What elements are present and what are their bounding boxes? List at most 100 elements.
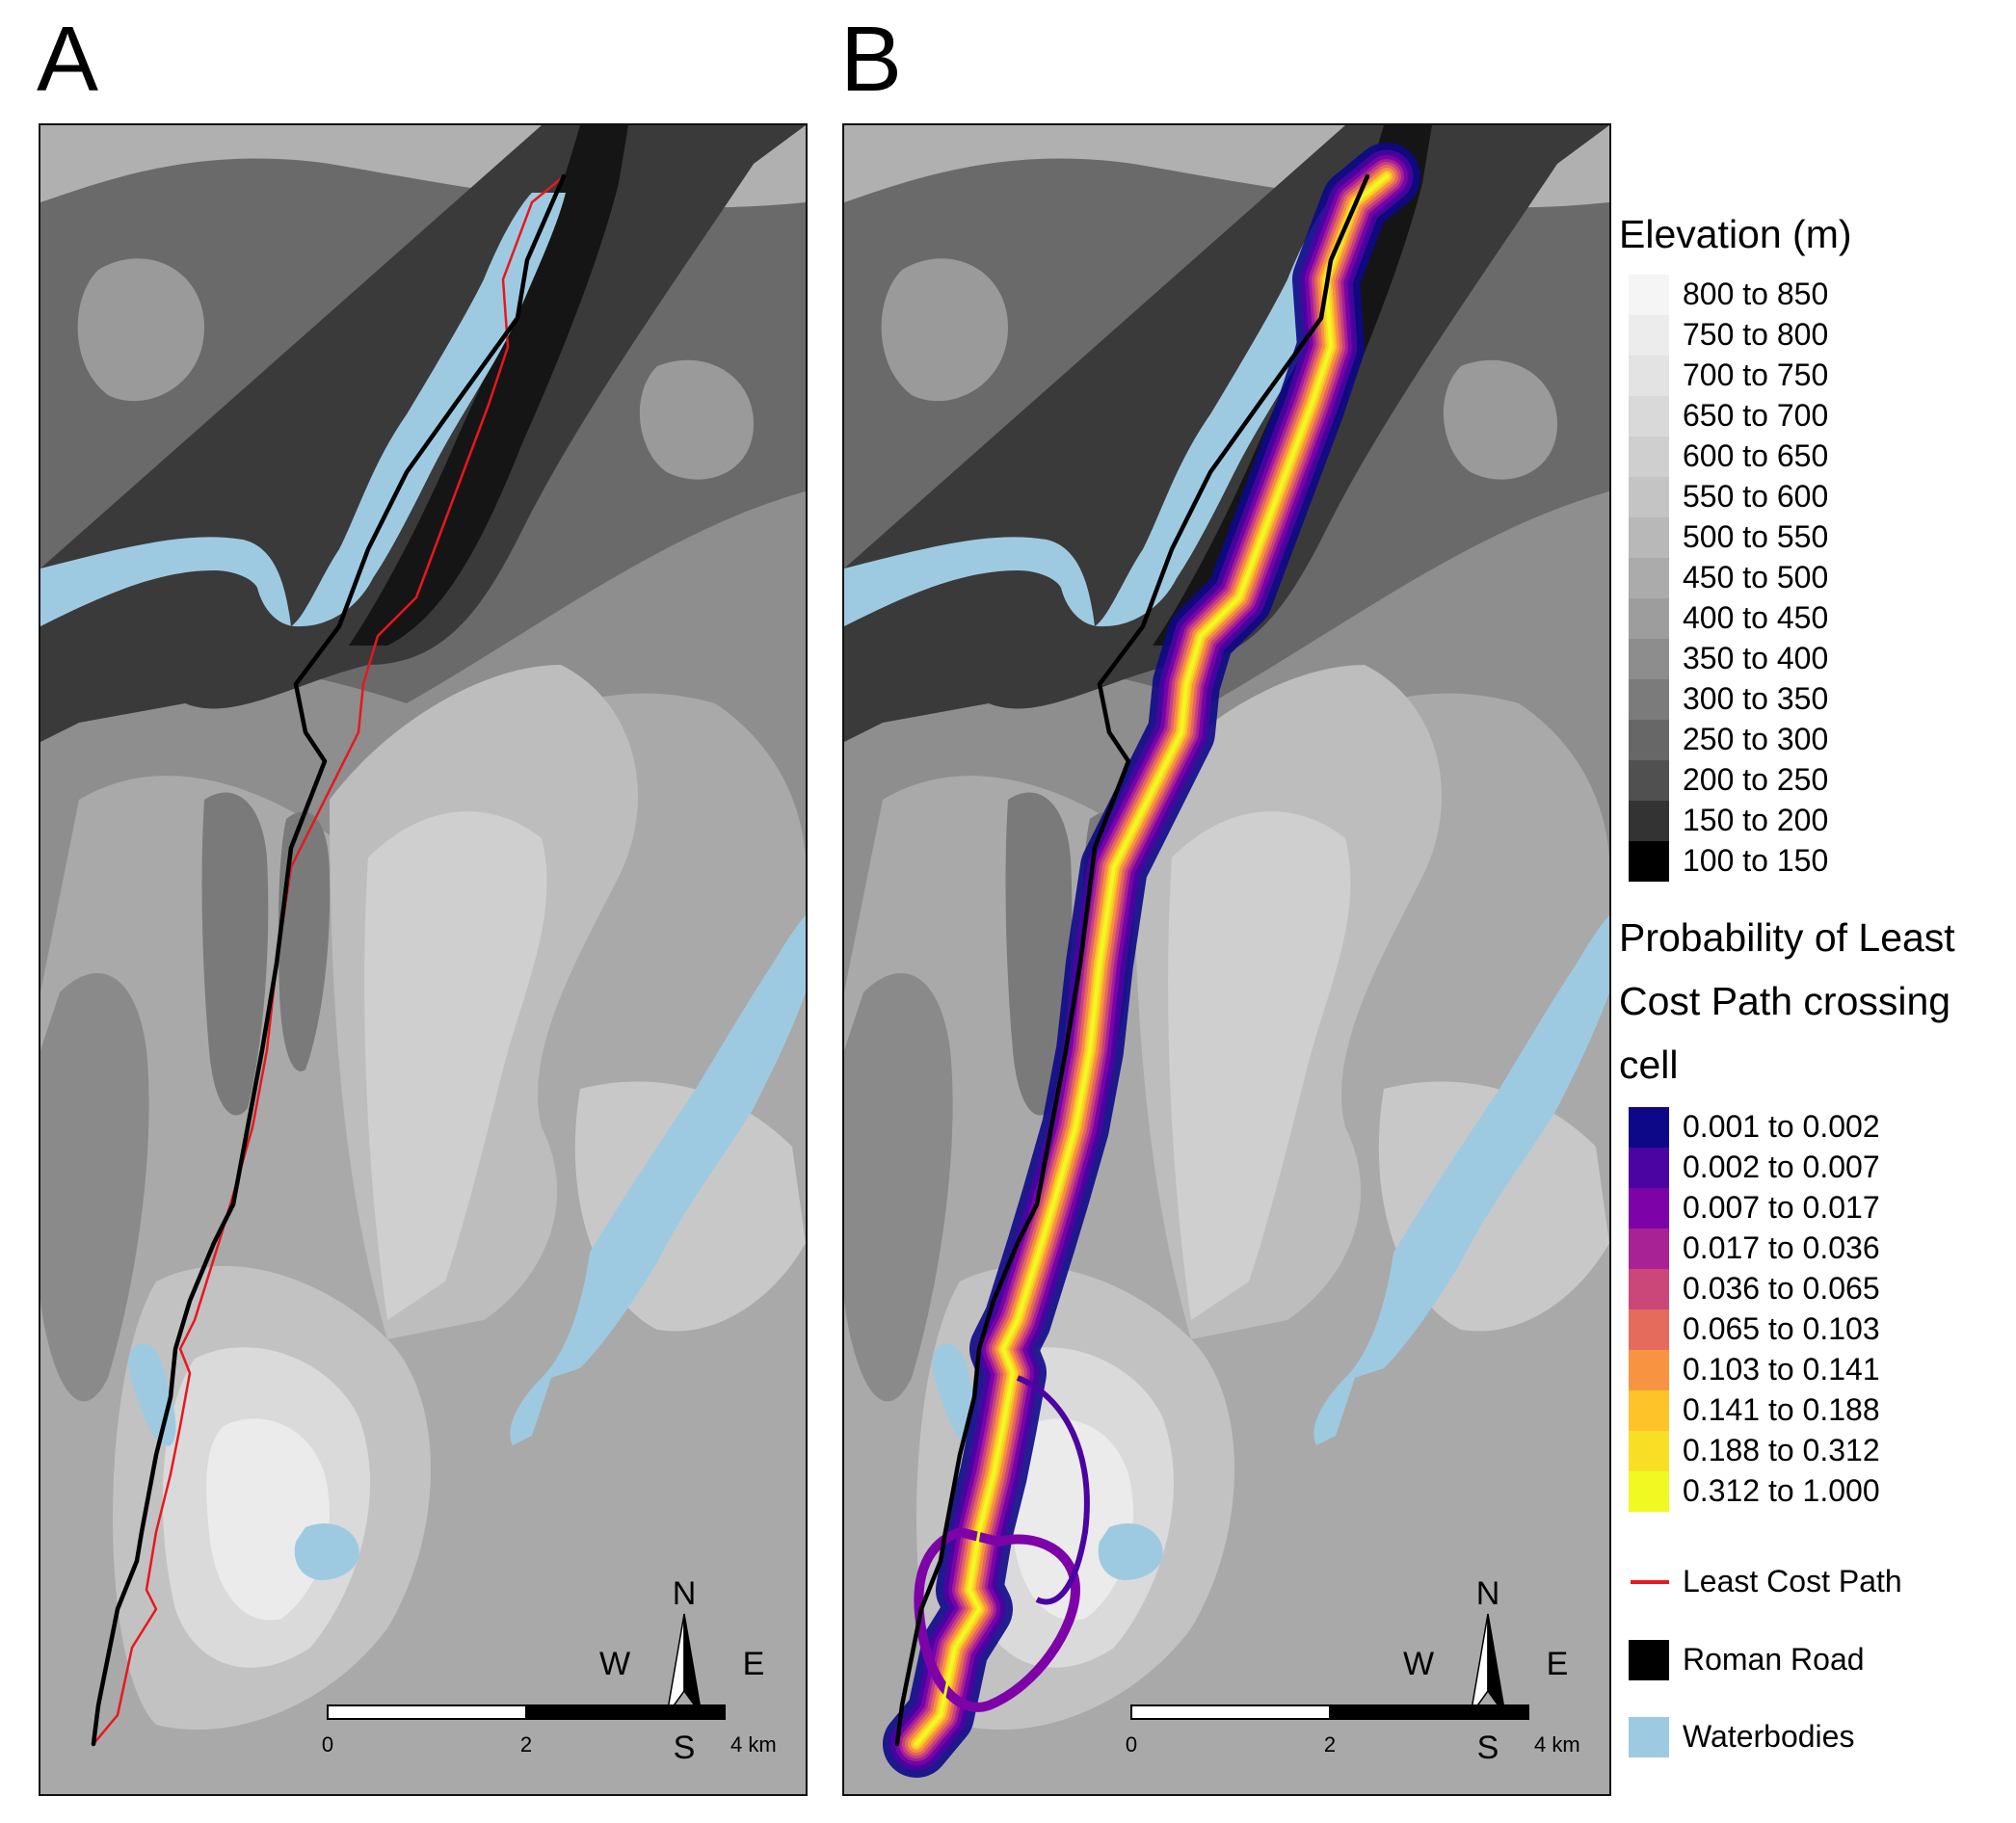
elevation-class-label: 700 to 750: [1683, 357, 1829, 392]
legend-roman-road-label: Roman Road: [1683, 1642, 1865, 1677]
scale-bar-black-segment: [1329, 1704, 1529, 1720]
elevation-zone: [40, 973, 149, 1402]
compass-n-label: N: [673, 1575, 697, 1612]
legend-least-cost-path-label: Least Cost Path: [1683, 1564, 1902, 1598]
scale-bar: 0 2 4 km: [1126, 1704, 1580, 1757]
probability-class-label: 0.002 to 0.007: [1683, 1149, 1880, 1184]
elevation-zone: [349, 125, 628, 646]
probability-class-swatch: [1629, 1107, 1669, 1148]
compass-n-label: N: [1476, 1575, 1500, 1612]
legend-waterbodies: Waterbodies: [1629, 1717, 2014, 1757]
probability-class-swatch: [1629, 1471, 1669, 1512]
elevation-class-swatch: [1629, 841, 1669, 882]
elevation-class-swatch: [1629, 315, 1669, 356]
roman-road-swatch: [1629, 1640, 1669, 1680]
legend-elevation-title: Elevation (m): [1619, 212, 1852, 256]
compass-w-label: W: [599, 1646, 630, 1682]
elevation-zone: [1168, 811, 1351, 1320]
elevation-class-label: 650 to 700: [1683, 398, 1829, 433]
probability-class-label: 0.036 to 0.065: [1683, 1271, 1880, 1306]
elevation-zone: [364, 811, 547, 1320]
legend-waterbodies-label: Waterbodies: [1683, 1719, 1855, 1754]
probability-class-swatch: [1629, 1431, 1669, 1471]
legend-probability-title-line: cell: [1619, 1043, 1679, 1087]
probability-class-swatch: [1629, 1269, 1669, 1309]
scale-bar: 0 2 4 km: [322, 1704, 777, 1757]
scale-bar-label: 4 km: [1534, 1732, 1580, 1757]
probability-class-row: 0.036 to 0.065: [1629, 1269, 2014, 1309]
elevation-class-swatch: [1629, 356, 1669, 396]
least-cost-path-swatch: [1631, 1580, 1669, 1584]
elevation-class-swatch: [1629, 760, 1669, 801]
elevation-class-row: 100 to 150: [1629, 841, 2014, 882]
waterbody: [40, 193, 566, 627]
elevation-class-swatch: [1629, 801, 1669, 841]
panel-label-b: B: [840, 8, 903, 111]
scale-bar-white-segment: [1130, 1704, 1331, 1720]
elevation-class-label: 750 to 800: [1683, 317, 1829, 352]
lcp-probability-corridor: [883, 143, 1420, 1778]
waterbody: [294, 1523, 359, 1580]
elevation-class-row: 700 to 750: [1629, 356, 2014, 396]
legend-probability-title: Probability of Least Cost Path crossing …: [1619, 906, 1955, 1096]
legend-probability-title-line: Probability of Least: [1619, 915, 1955, 960]
probability-class-label: 0.001 to 0.002: [1683, 1109, 1880, 1144]
elevation-class-label: 150 to 200: [1683, 803, 1829, 837]
elevation-class-row: 650 to 700: [1629, 396, 2014, 436]
compass-e-label: E: [1547, 1646, 1569, 1682]
probability-class-row: 0.065 to 0.103: [1629, 1309, 2014, 1350]
elevation-class-swatch: [1629, 679, 1669, 720]
probability-class-label: 0.103 to 0.141: [1683, 1352, 1880, 1387]
elevation-class-row: 400 to 450: [1629, 598, 2014, 639]
elevation-class-label: 400 to 450: [1683, 600, 1829, 635]
north-arrow: N S W E: [1403, 1575, 1568, 1766]
roman-road-line: [91, 173, 567, 1747]
probability-class-label: 0.188 to 0.312: [1683, 1433, 1880, 1467]
waterbody: [1098, 1523, 1163, 1580]
probability-class-label: 0.312 to 1.000: [1683, 1473, 1880, 1508]
map-panel-b: N S W E 0 2 4 km: [842, 123, 1611, 1796]
elevation-zone: [278, 811, 331, 1071]
map-panel-a: N S W E 0 2 4 km: [39, 123, 808, 1796]
elevation-zone: [201, 792, 269, 1116]
legend-probability-title-line: Cost Path crossing: [1619, 979, 1951, 1023]
waterbody: [1313, 915, 1609, 1445]
probability-class-swatch: [1629, 1309, 1669, 1350]
probability-core: [915, 174, 1388, 1745]
elevation-class-swatch: [1629, 558, 1669, 598]
compass-s-label: S: [1477, 1730, 1499, 1766]
probability-loop: [1016, 1375, 1090, 1605]
elevation-class-label: 450 to 500: [1683, 560, 1829, 594]
panel-label-a: A: [37, 8, 99, 111]
probability-class-swatch: [1629, 1390, 1669, 1431]
scale-bar-label: 0: [1126, 1732, 1137, 1757]
elevation-class-swatch: [1629, 517, 1669, 558]
elevation-zone: [1010, 1418, 1133, 1621]
probability-class-label: 0.065 to 0.103: [1683, 1311, 1880, 1346]
elevation-class-label: 300 to 350: [1683, 681, 1829, 716]
north-arrow-right-half: [683, 1613, 703, 1716]
probability-class-row: 0.007 to 0.017: [1629, 1188, 2014, 1229]
elevation-zone: [206, 1418, 330, 1621]
elevation-class-row: 550 to 600: [1629, 477, 2014, 517]
least-cost-path-line: [93, 175, 565, 1745]
elevation-class-row: 800 to 850: [1629, 275, 2014, 315]
probability-class-swatch: [1629, 1148, 1669, 1188]
elevation-zone: [1443, 359, 1557, 480]
probability-class-swatch: [1629, 1229, 1669, 1269]
elevation-class-row: 250 to 300: [1629, 720, 2014, 760]
probability-class-row: 0.141 to 0.188: [1629, 1390, 2014, 1431]
legend-roman-road: Roman Road: [1629, 1640, 2014, 1680]
elevation-class-swatch: [1629, 720, 1669, 760]
north-arrow: N S W E: [599, 1575, 764, 1766]
waterbodies-swatch: [1629, 1717, 1669, 1757]
probability-class-row: 0.002 to 0.007: [1629, 1148, 2014, 1188]
compass-s-label: S: [674, 1730, 696, 1766]
probability-class-label: 0.017 to 0.036: [1683, 1230, 1880, 1265]
probability-class-row: 0.017 to 0.036: [1629, 1229, 2014, 1269]
probability-class-swatch: [1629, 1350, 1669, 1390]
probability-class-label: 0.141 to 0.188: [1683, 1392, 1880, 1427]
elevation-class-swatch: [1629, 639, 1669, 679]
elevation-class-swatch: [1629, 436, 1669, 477]
probability-class-row: 0.103 to 0.141: [1629, 1350, 2014, 1390]
